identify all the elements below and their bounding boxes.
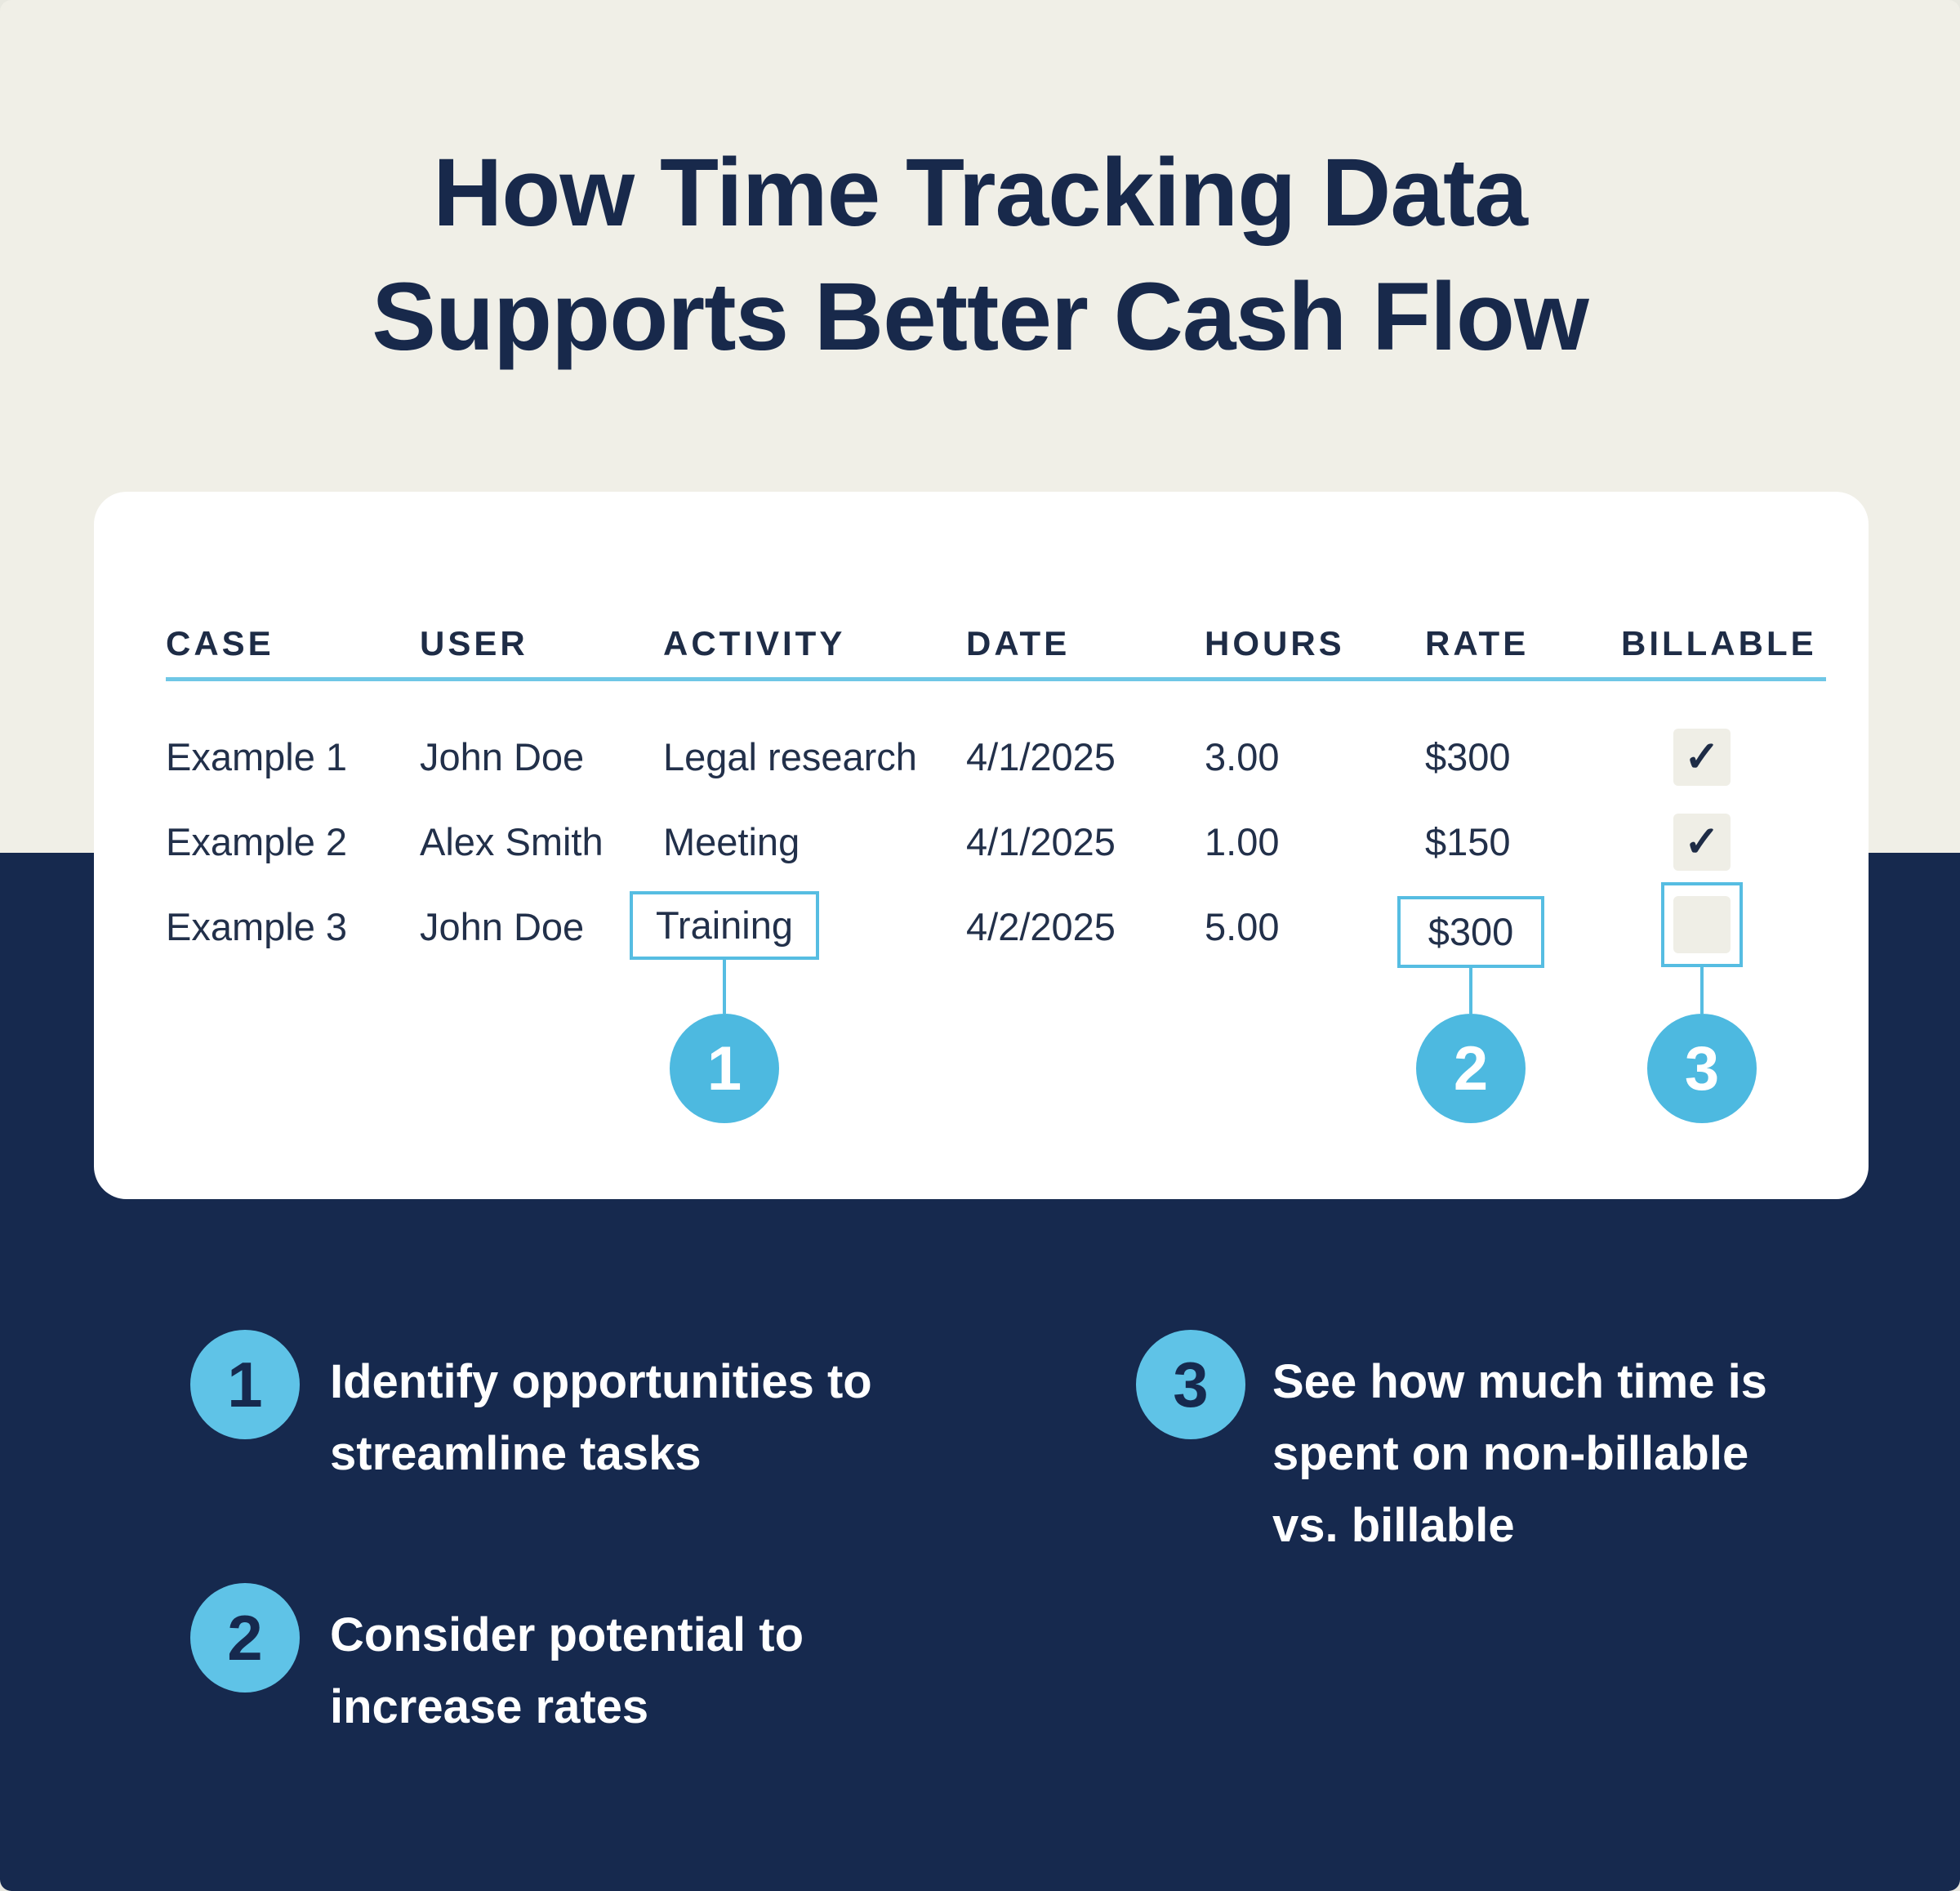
annotation-line: See how much time is bbox=[1272, 1355, 1767, 1408]
annotation-badge-1: 1 bbox=[190, 1330, 300, 1439]
page-title-line-2: Supports Better Cash Flow bbox=[372, 263, 1588, 371]
cell-activity: Meeting bbox=[663, 820, 800, 863]
column-header-user: USER bbox=[420, 624, 528, 662]
annotation-line: increase rates bbox=[330, 1680, 649, 1733]
table-row: Example 2 Alex Smith Meeting 4/1/2025 1.… bbox=[94, 814, 1869, 871]
checkmark-icon: ✓ bbox=[1684, 818, 1720, 866]
column-header-case: CASE bbox=[166, 624, 274, 662]
highlight-box-activity: Training bbox=[630, 891, 819, 960]
annotation-text-2: Consider potential to increase rates bbox=[330, 1599, 804, 1743]
cell-user: John Doe bbox=[420, 735, 585, 778]
callout-circle-1: 1 bbox=[670, 1014, 779, 1123]
annotation-number: 1 bbox=[227, 1348, 263, 1420]
callout-connector-1 bbox=[723, 960, 726, 1014]
cell-case: Example 1 bbox=[166, 735, 348, 778]
annotation-badge-2: 2 bbox=[190, 1583, 300, 1693]
annotation-number: 3 bbox=[1173, 1348, 1209, 1420]
callout-number: 2 bbox=[1453, 1033, 1489, 1104]
cell-date: 4/1/2025 bbox=[966, 820, 1116, 863]
callout-connector-2 bbox=[1469, 968, 1472, 1014]
cell-user: John Doe bbox=[420, 905, 585, 948]
cell-date: 4/1/2025 bbox=[966, 735, 1116, 778]
annotation-text-1: Identify opportunities to streamline tas… bbox=[330, 1346, 872, 1490]
annotation-line: Identify opportunities to bbox=[330, 1355, 872, 1408]
page-title-line-1: How Time Tracking Data bbox=[433, 139, 1528, 247]
column-header-date: DATE bbox=[966, 624, 1071, 662]
page-title: How Time Tracking Data Supports Better C… bbox=[0, 131, 1960, 379]
callout-number: 3 bbox=[1684, 1033, 1720, 1104]
callout-circle-2: 2 bbox=[1416, 1014, 1526, 1123]
header-underline bbox=[166, 677, 1826, 681]
annotation-line: spent on non-billable bbox=[1272, 1427, 1749, 1480]
callout-number: 1 bbox=[706, 1033, 742, 1104]
highlight-box-billable bbox=[1661, 882, 1743, 967]
checkmark-icon: ✓ bbox=[1684, 734, 1720, 781]
highlight-box-rate: $300 bbox=[1397, 896, 1544, 968]
cell-hours: 1.00 bbox=[1205, 820, 1280, 863]
time-tracking-table-card: CASE USER ACTIVITY DATE HOURS RATE BILLA… bbox=[94, 492, 1869, 1199]
annotation-number: 2 bbox=[227, 1601, 263, 1674]
cell-hours: 5.00 bbox=[1205, 905, 1280, 948]
cell-hours: 3.00 bbox=[1205, 735, 1280, 778]
cell-user: Alex Smith bbox=[420, 820, 604, 863]
table-row: Example 1 John Doe Legal research 4/1/20… bbox=[94, 729, 1869, 786]
cell-case: Example 3 bbox=[166, 905, 348, 948]
annotation-line: vs. billable bbox=[1272, 1499, 1515, 1552]
cell-rate: $300 bbox=[1428, 910, 1514, 953]
cell-rate: $150 bbox=[1425, 820, 1511, 863]
annotation-line: streamline tasks bbox=[330, 1427, 702, 1480]
billable-checkbox[interactable] bbox=[1673, 896, 1731, 953]
callout-circle-3: 3 bbox=[1647, 1014, 1757, 1123]
cell-rate: $300 bbox=[1425, 735, 1511, 778]
column-header-billable: BILLABLE bbox=[1621, 624, 1817, 662]
billable-checkbox[interactable]: ✓ bbox=[1673, 729, 1731, 786]
cell-date: 4/2/2025 bbox=[966, 905, 1116, 948]
annotation-badge-3: 3 bbox=[1136, 1330, 1245, 1439]
annotation-line: Consider potential to bbox=[330, 1608, 804, 1661]
cell-activity: Legal research bbox=[663, 735, 917, 778]
column-header-rate: RATE bbox=[1425, 624, 1530, 662]
callout-connector-3 bbox=[1700, 967, 1704, 1014]
annotation-text-3: See how much time is spent on non-billab… bbox=[1272, 1346, 1767, 1562]
cell-activity: Training bbox=[655, 903, 794, 947]
table-row: Example 3 John Doe Training 4/2/2025 5.0… bbox=[94, 882, 1869, 968]
column-header-activity: ACTIVITY bbox=[663, 624, 846, 662]
column-header-hours: HOURS bbox=[1205, 624, 1345, 662]
billable-checkbox[interactable]: ✓ bbox=[1673, 814, 1731, 871]
cell-case: Example 2 bbox=[166, 820, 348, 863]
